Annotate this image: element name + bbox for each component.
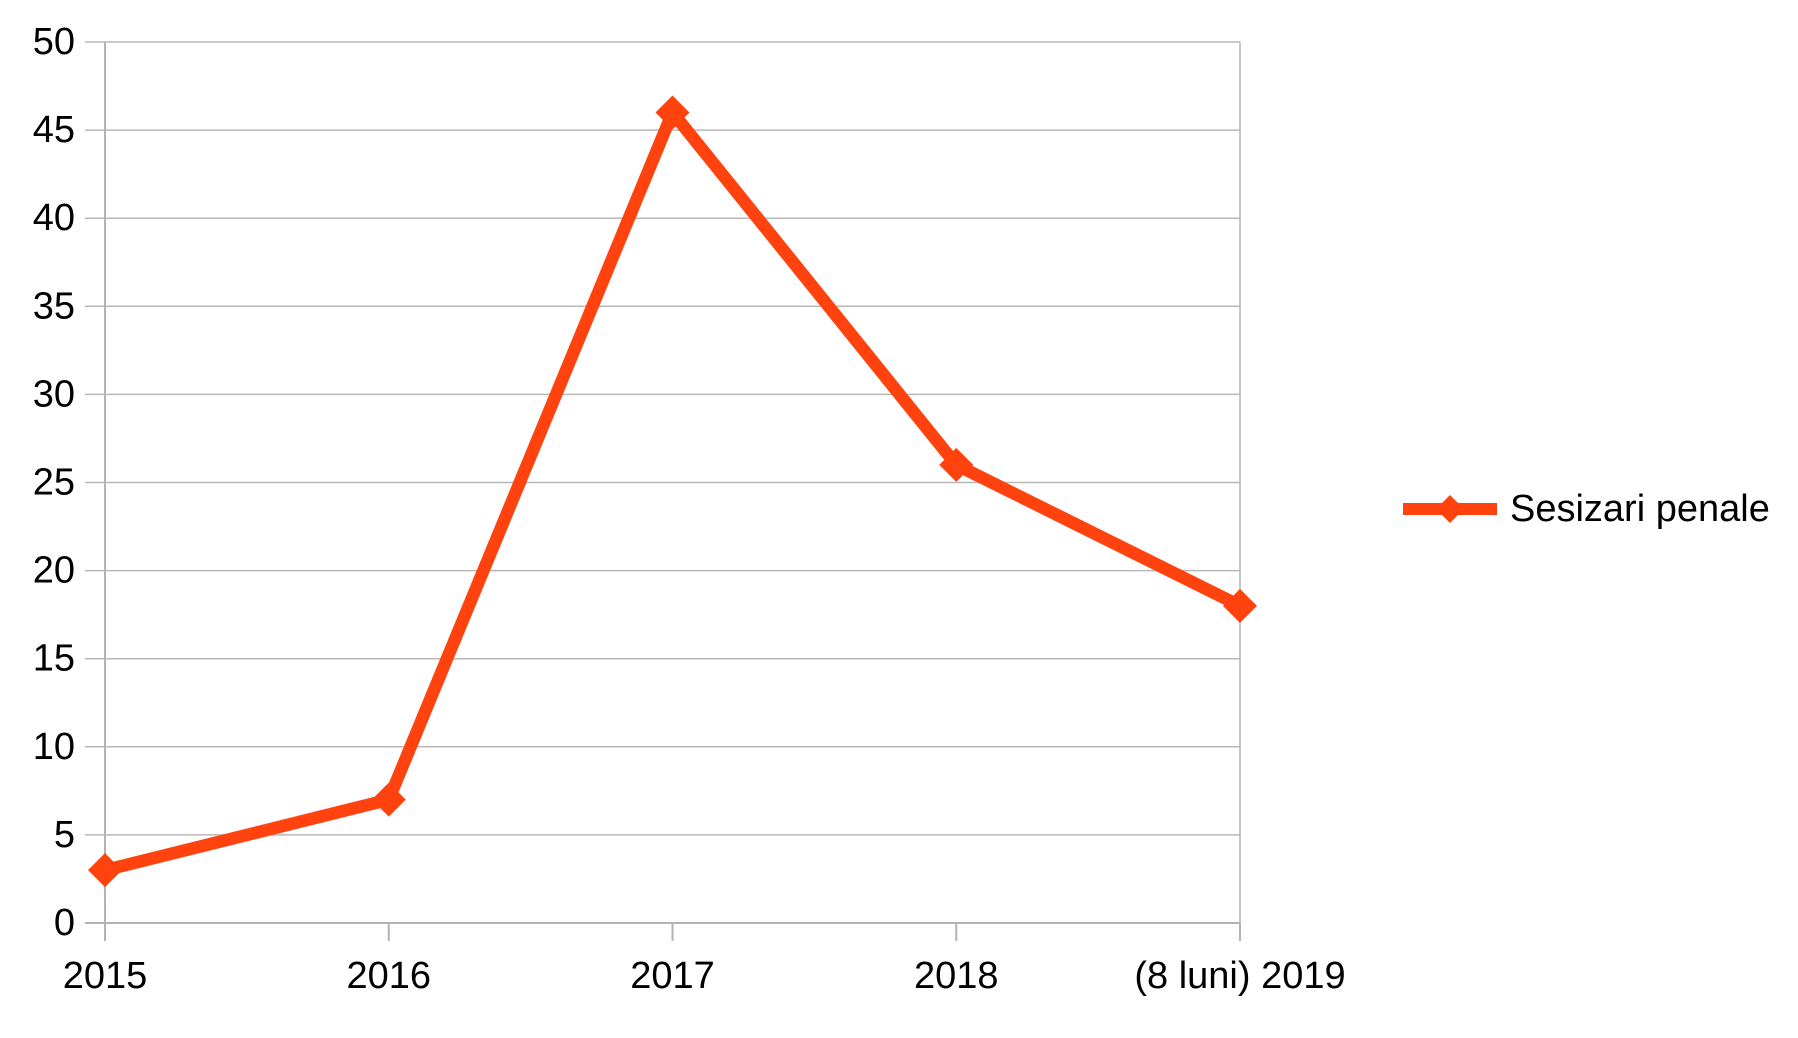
x-axis-tick-label: (8 luni) 2019	[1134, 955, 1345, 997]
x-axis-tick-label: 2017	[630, 955, 715, 997]
series-sesizari-penale	[88, 95, 1257, 888]
legend: Sesizari penale	[1403, 488, 1770, 530]
x-axis-tick-label: 2016	[346, 955, 431, 997]
data-point-marker	[1223, 588, 1257, 623]
legend-marker-diamond	[1436, 495, 1464, 523]
y-axis-tick-label: 15	[33, 638, 75, 680]
y-axis-tick-label: 40	[33, 197, 75, 239]
y-axis-tick-label: 20	[33, 550, 75, 592]
y-axis-tick-label: 35	[33, 285, 75, 327]
y-axis-tick-label: 0	[54, 902, 75, 944]
legend-label: Sesizari penale	[1510, 488, 1770, 530]
y-axis-tick-label: 45	[33, 109, 75, 151]
y-axis-tick-label: 25	[33, 462, 75, 504]
y-axis-tick-label: 50	[33, 21, 75, 63]
y-axis-tick-label: 5	[54, 814, 75, 856]
data-point-marker	[371, 782, 406, 817]
data-point-marker	[939, 447, 974, 482]
y-axis-tick-label: 10	[33, 726, 75, 768]
data-point-marker	[88, 853, 122, 888]
x-axis-tick-label: 2018	[914, 955, 999, 997]
y-axis-tick-label: 30	[33, 373, 75, 415]
data-point-marker	[655, 95, 690, 130]
x-axis-tick-label: 2015	[63, 955, 148, 997]
